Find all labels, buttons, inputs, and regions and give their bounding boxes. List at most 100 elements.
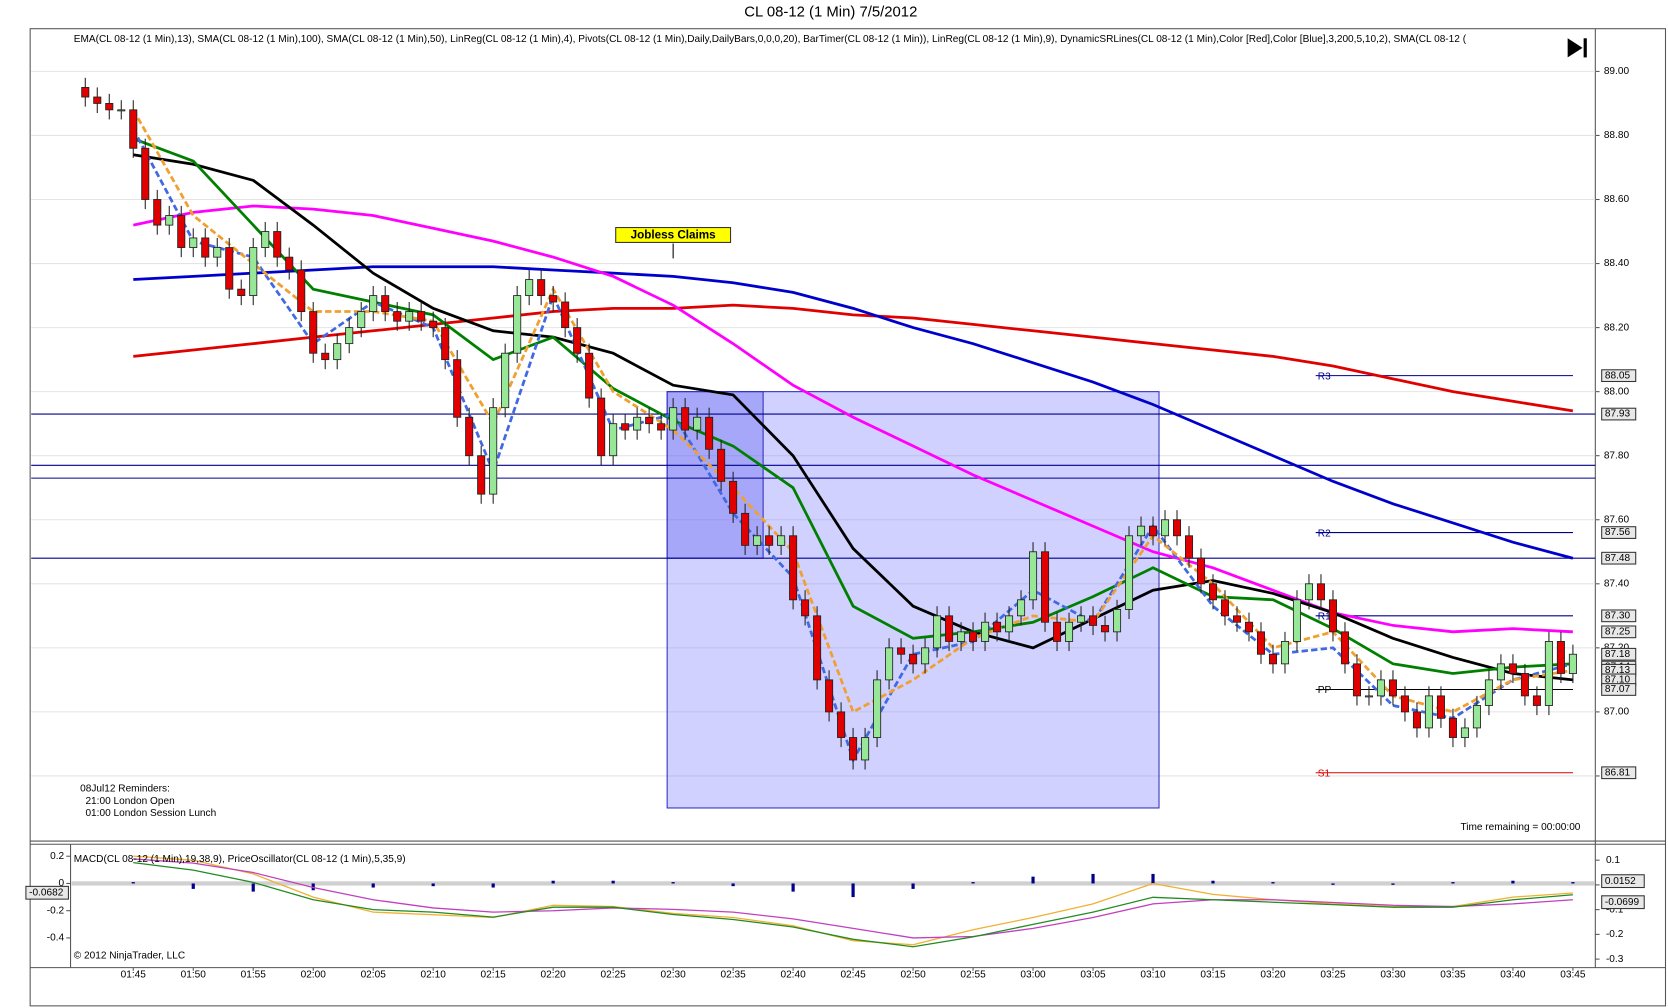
x-tick-label: 03:35 [1440, 970, 1466, 981]
candle-body [81, 86, 90, 98]
candle-body [849, 737, 858, 761]
price-marker-label: 87.48 [1605, 553, 1631, 564]
candle-body [945, 615, 954, 642]
x-tick-label: 03:40 [1500, 970, 1526, 981]
candle-body [1136, 525, 1146, 537]
histogram-bar [1031, 876, 1035, 884]
candle-body [117, 109, 126, 112]
candle-body [1292, 599, 1302, 642]
candle-body [1220, 599, 1230, 617]
y-tick-label: 88.00 [1604, 386, 1630, 397]
x-tick-label: 02:05 [361, 970, 387, 981]
candle-body [369, 295, 378, 313]
pivot-label: R3 [1318, 371, 1331, 382]
histogram-bar [791, 883, 795, 892]
skip-button[interactable] [1567, 38, 1587, 58]
y-tick-label: 0 [59, 878, 65, 889]
candle-body [933, 615, 942, 649]
histogram-bar [1091, 873, 1095, 884]
candle-body [381, 295, 390, 313]
x-tick-label: 02:55 [960, 970, 986, 981]
chart-title: CL 08-12 (1 Min) 7/5/2012 [744, 5, 917, 21]
candle-body [129, 109, 138, 149]
price-marker-label: 87.30 [1605, 610, 1631, 621]
candle-body [321, 352, 330, 361]
candle-body [729, 480, 738, 514]
value-marker-label: 0.0152 [1605, 876, 1636, 887]
candle-body [1017, 599, 1026, 617]
y-tick-label: -0.2 [47, 905, 65, 916]
indicator-line [133, 855, 1573, 946]
indicator-line [133, 265, 1574, 560]
candle-body [1005, 615, 1014, 633]
value-marker-box [1601, 895, 1645, 910]
histogram-bar [1571, 882, 1575, 884]
histogram-bar [551, 880, 555, 884]
candle-body [105, 103, 114, 111]
x-tick-label: 02:45 [840, 970, 866, 981]
candle-body [477, 455, 486, 495]
candle-body [1340, 631, 1349, 665]
candle-body [225, 247, 234, 290]
skip-icon[interactable] [1567, 38, 1583, 58]
candle-body [1328, 599, 1337, 633]
x-tick-label: 02:30 [661, 970, 687, 981]
x-tick-label: 02:15 [481, 970, 507, 981]
candle-body [1472, 705, 1481, 729]
histogram-bar [1271, 882, 1275, 884]
candle-body [1029, 551, 1038, 601]
price-marker-box [1601, 369, 1637, 383]
candle-body [813, 615, 822, 681]
y2-tick-label: -0.2 [1606, 929, 1624, 940]
y2-tick-label: -0.1 [1606, 904, 1624, 915]
reminder: 21:00 London Open [85, 796, 174, 807]
y-tick-label: 87.40 [1604, 578, 1630, 589]
candle-body [1448, 717, 1457, 738]
candle-body [1544, 641, 1553, 706]
candle-body [465, 416, 474, 457]
candle-body [921, 647, 930, 665]
candle-body [741, 512, 750, 546]
candle-body [861, 737, 870, 761]
candle-body [93, 96, 102, 104]
candle-body [393, 311, 402, 322]
x-tick-label: 02:35 [720, 970, 746, 981]
candle-body [1532, 695, 1541, 706]
candle-body [873, 679, 882, 738]
price-marker-box [1601, 647, 1637, 661]
y-tick-label: 88.40 [1604, 258, 1630, 269]
x-tick-label: 03:10 [1140, 970, 1166, 981]
candle-body [441, 327, 450, 361]
candle-body [357, 311, 366, 329]
x-tick-label: 02:20 [541, 970, 567, 981]
candle-body [837, 711, 846, 738]
candle-body [897, 647, 906, 655]
y-tick-label: 87.00 [1604, 707, 1630, 718]
candle-body [153, 199, 162, 226]
candle-body [201, 237, 210, 258]
y-tick-label: 89.00 [1604, 66, 1630, 77]
price-marker-label: 88.05 [1605, 370, 1631, 381]
annotation-text: Jobless Claims [631, 229, 717, 242]
y2-tick-label: 0.1 [1606, 855, 1620, 866]
zero-band [71, 881, 1595, 886]
candle-body [1232, 615, 1242, 623]
candle-body [1208, 583, 1218, 601]
candle-body [165, 215, 174, 226]
candle-body [801, 599, 810, 617]
histogram-bar [1211, 880, 1215, 884]
histogram-bar [1331, 883, 1335, 885]
x-tick-label: 02:25 [601, 970, 627, 981]
candle-body [249, 247, 258, 297]
candle-body [1400, 695, 1409, 713]
y-tick-label: -0.4 [47, 933, 65, 944]
histogram-bar [1151, 873, 1155, 884]
candle-body [501, 352, 510, 409]
skip-icon-bar[interactable] [1583, 38, 1587, 58]
candle-body [981, 621, 990, 642]
pivot-label: R1 [1318, 612, 1331, 623]
candle-body [297, 269, 306, 313]
candle-body [597, 397, 606, 457]
candle-body [1101, 625, 1110, 633]
